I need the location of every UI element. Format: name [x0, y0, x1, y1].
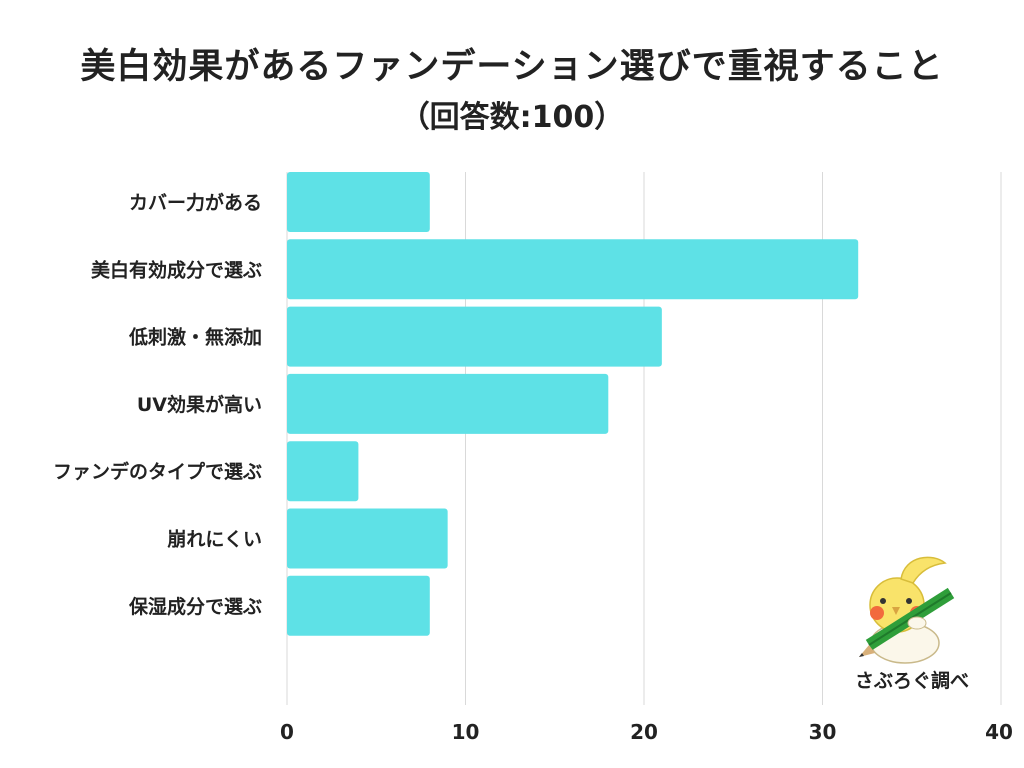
bar [287, 575, 430, 636]
x-tick-label: 20 [630, 720, 658, 744]
category-label: ファンデのタイプで選ぶ [53, 460, 262, 483]
category-label: カバー力がある [129, 191, 262, 214]
x-tick-labels: 0 10 20 30 40 [280, 720, 1013, 744]
bar [287, 441, 359, 502]
category-label: 低刺激・無添加 [128, 326, 262, 349]
category-label: 美白有効成分で選ぶ [91, 258, 262, 281]
cockatiel-with-pencil-icon [859, 556, 955, 664]
x-tick-label: 10 [452, 720, 480, 744]
category-label: 保湿成分で選ぶ [128, 595, 262, 618]
x-tick-label: 30 [809, 720, 837, 744]
category-label: 崩れにくい [167, 528, 262, 551]
chart-subtitle: （回答数:100） [399, 100, 625, 135]
x-tick-label: 40 [985, 720, 1013, 744]
bar [287, 373, 609, 434]
bar [287, 306, 662, 367]
credit-label: さぶろぐ調べ [854, 670, 969, 692]
bar [287, 508, 448, 569]
bar [287, 239, 859, 300]
bars [287, 172, 859, 636]
category-label: UV効果が高い [137, 393, 262, 416]
x-tick-label: 0 [280, 720, 294, 744]
chart-title: 美白効果があるファンデーション選びで重視すること [80, 47, 944, 87]
bar [287, 172, 430, 232]
